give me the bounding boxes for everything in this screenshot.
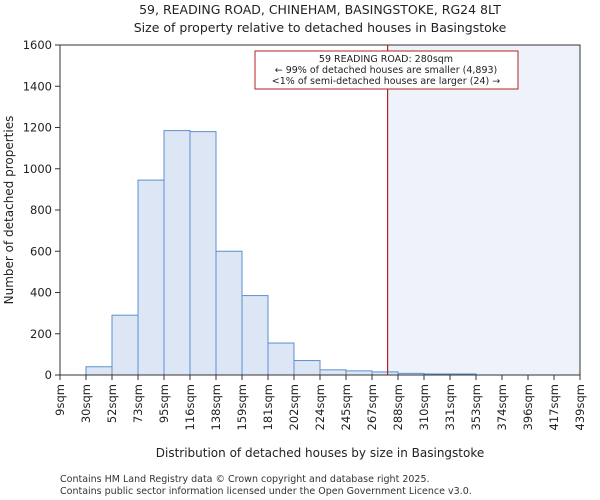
x-tick-label: 30sqm [79,384,93,423]
x-tick-label: 417sqm [547,384,561,430]
x-tick-label: 245sqm [339,384,353,430]
x-tick-label: 95sqm [157,384,171,423]
y-tick-label: 1400 [23,79,52,93]
annotation-line-1: 59 READING ROAD: 280sqm [319,54,453,65]
bar-30sqm [85,366,113,376]
highlight-region [387,45,580,375]
y-tick-label: 800 [30,203,52,217]
x-tick-label: 310sqm [417,384,431,430]
x-tick-label: 116sqm [183,384,197,430]
x-tick-label: 9sqm [53,384,67,416]
x-tick-label: 52sqm [105,384,119,423]
y-tick-label: 400 [30,286,52,300]
bars-group [85,130,477,376]
x-tick-label: 288sqm [391,384,405,430]
annotation-box [254,50,519,90]
bar-224sqm [319,369,347,376]
y-axis-ticks: 0 200 400 600 800 1000 1200 1400 1600 [23,38,60,382]
x-tick-label: 396sqm [521,384,535,430]
bar-116sqm [189,131,217,376]
x-tick-label: 181sqm [261,384,275,430]
plot-frame [59,44,581,376]
y-tick-label: 1000 [23,162,52,176]
bar-202sqm [293,360,321,376]
bar-245sqm [345,370,373,376]
x-axis-label: Distribution of detached houses by size … [156,446,485,460]
bar-159sqm [241,295,269,376]
chart-subtitle: Size of property relative to detached ho… [134,20,507,35]
x-axis-ticks: 9sqm 30sqm 52sqm 73sqm 95sqm 116sqm 138sqm 159s… [53,375,587,430]
bar-52sqm [111,314,139,376]
annotation-line-2: ← 99% of detached houses are smaller (4,… [275,65,498,76]
bar-138sqm [215,250,243,376]
y-tick-label: 1600 [23,38,52,52]
y-tick-label: 0 [45,368,52,382]
footer-line-1: Contains HM Land Registry data © Crown c… [60,474,430,485]
y-tick-label: 1200 [23,121,52,135]
bar-181sqm [267,342,295,376]
x-tick-label: 331sqm [443,384,457,430]
x-tick-label: 159sqm [235,384,249,430]
bar-73sqm [137,179,165,376]
annotation-line-3: <1% of semi-detached houses are larger (… [272,76,500,87]
chart-title: 59, READING ROAD, CHINEHAM, BASINGSTOKE,… [139,2,501,17]
x-tick-label: 73sqm [131,384,145,423]
x-tick-label: 353sqm [469,384,483,430]
x-tick-label: 439sqm [573,384,587,430]
x-tick-label: 202sqm [287,384,301,430]
footer-line-2: Contains public sector information licen… [60,486,472,497]
y-tick-label: 200 [30,327,52,341]
x-tick-label: 138sqm [209,384,223,430]
bar-95sqm [163,130,191,376]
y-axis-label: Number of detached properties [2,116,16,305]
x-tick-label: 374sqm [495,384,509,430]
x-tick-label: 267sqm [365,384,379,430]
y-tick-label: 600 [30,244,52,258]
x-tick-label: 224sqm [313,384,327,430]
